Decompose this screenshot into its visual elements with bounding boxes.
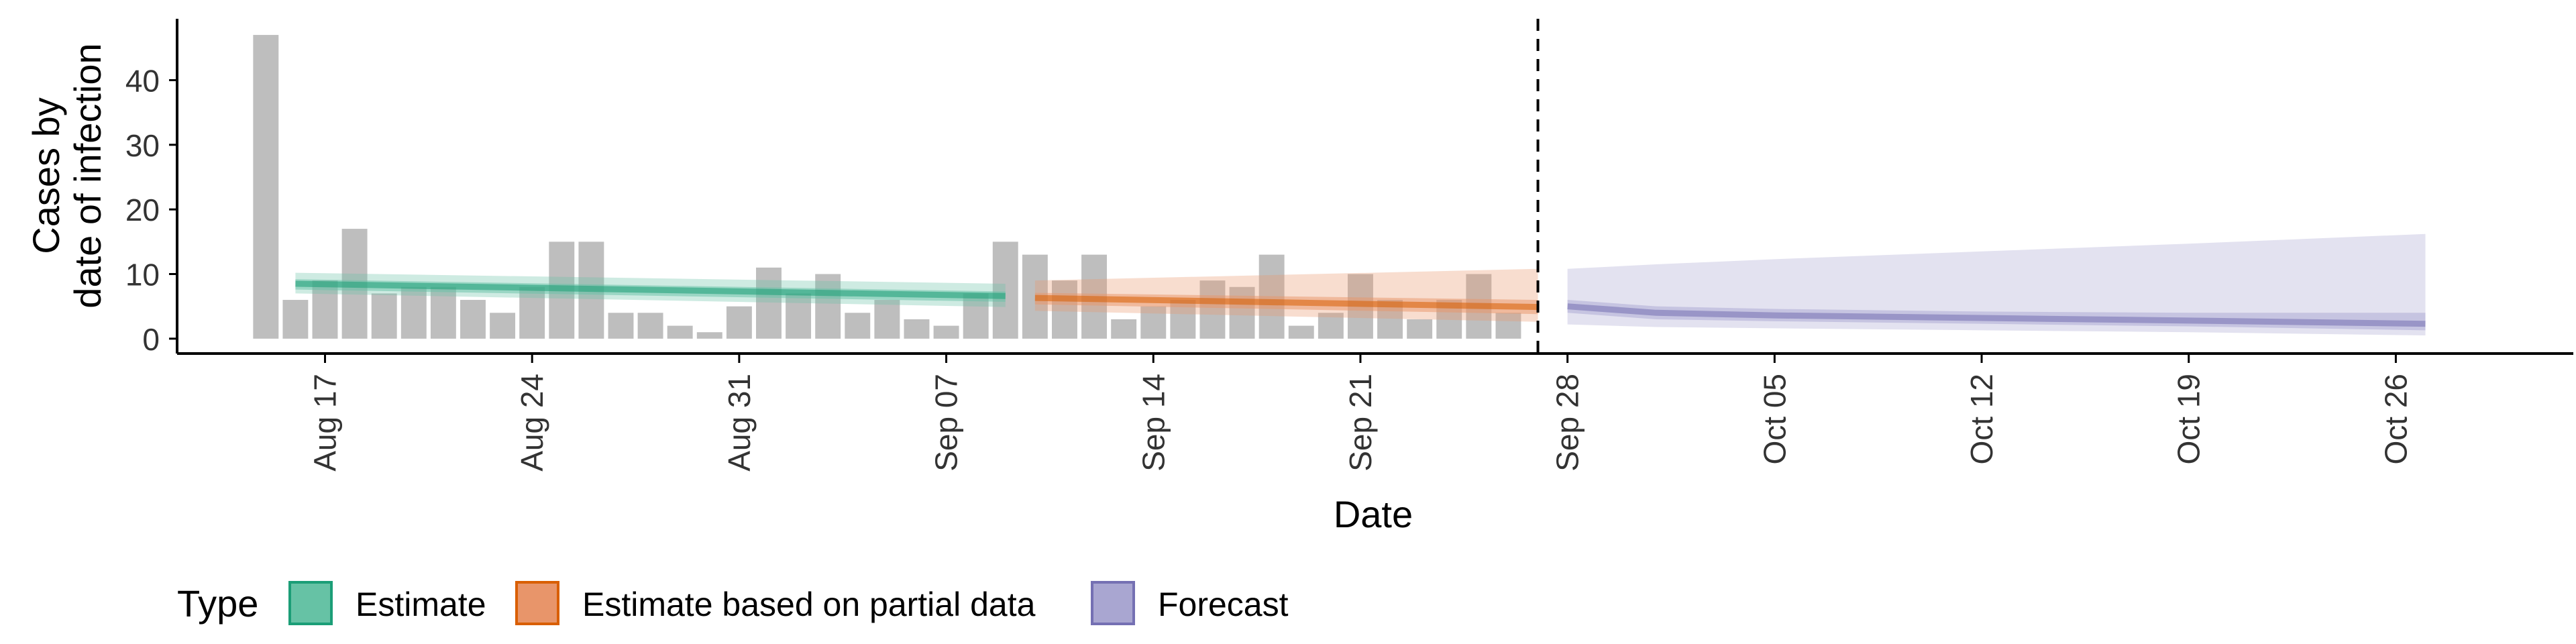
x-tick-label: Sep 14 [1136, 374, 1171, 472]
bar [1052, 280, 1077, 339]
bar [845, 313, 871, 339]
bars [253, 35, 1521, 339]
x-tick-label: Oct 19 [2171, 374, 2206, 465]
median-line-partial [1034, 294, 1538, 311]
bar [1111, 319, 1137, 339]
bar [904, 319, 930, 339]
x-tick-label: Oct 26 [2378, 374, 2413, 465]
y-ticks: 0 10 20 30 40 [125, 64, 177, 357]
bar [637, 313, 663, 339]
bar [460, 300, 486, 339]
bar [1199, 280, 1226, 339]
bar [1229, 286, 1255, 339]
bar [371, 293, 397, 339]
axes [176, 19, 2573, 355]
x-axis-label: Date [1334, 493, 1413, 535]
bar [253, 35, 279, 339]
bar [696, 332, 722, 339]
bar [1407, 319, 1433, 339]
x-tick-label: Aug 17 [307, 374, 342, 472]
bar [282, 300, 309, 339]
bar [1288, 325, 1314, 339]
x-tick-label: Sep 07 [929, 374, 964, 472]
legend-key-forecast [1091, 581, 1135, 625]
bar [1140, 306, 1167, 339]
legend-label-partial: Estimate based on partial data [582, 586, 1036, 623]
y-tick-label: 20 [125, 193, 160, 227]
bar [815, 274, 841, 339]
bar [490, 313, 516, 339]
legend-key-estimate [288, 581, 333, 625]
x-tick-label: Aug 24 [515, 374, 549, 472]
legend: Type Estimate Estimate based on partial … [177, 581, 1289, 625]
bar [667, 325, 693, 339]
legend-label-estimate: Estimate [356, 586, 486, 623]
bar [400, 286, 427, 339]
legend-label-forecast: Forecast [1158, 586, 1289, 623]
bar [1495, 313, 1521, 339]
y-axis-label-line-1: Cases by [25, 97, 67, 254]
bar [608, 313, 634, 339]
bar [786, 293, 812, 339]
bands [295, 233, 2426, 336]
bar [726, 306, 752, 339]
median-line-forecast [1567, 303, 2426, 327]
median-line-estimate [295, 280, 1006, 299]
x-ticks: Aug 17 Aug 24 Aug 31 Sep 07 Sep 14 Sep 21 Sep … [307, 354, 2413, 472]
x-tick-label: Oct 12 [1964, 374, 1999, 465]
y-tick-label: 30 [125, 128, 160, 163]
y-tick-label: 10 [125, 258, 160, 292]
x-tick-label: Oct 05 [1757, 374, 1792, 465]
bar [992, 241, 1018, 339]
bar [756, 267, 782, 339]
legend-title: Type [177, 582, 258, 625]
y-tick-label: 40 [125, 64, 160, 99]
x-tick-label: Sep 21 [1343, 374, 1378, 472]
x-tick-label: Aug 31 [722, 374, 757, 472]
y-tick-label: 0 [142, 322, 160, 357]
bar [1318, 313, 1344, 339]
x-tick-label: Sep 28 [1550, 374, 1585, 472]
bar [933, 325, 959, 339]
y-axis-label-line-2: date of infection [66, 43, 109, 308]
bar [874, 300, 900, 339]
bar [430, 286, 456, 339]
bar [519, 286, 545, 339]
legend-key-partial [515, 581, 559, 625]
